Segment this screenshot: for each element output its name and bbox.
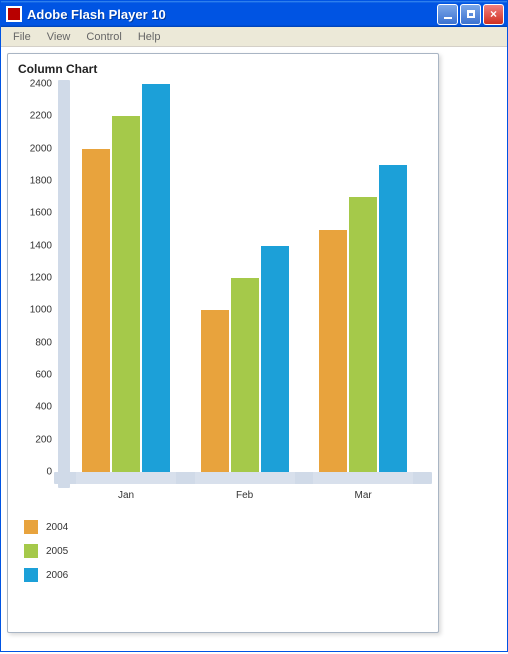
chart-panel: Column Chart 0 200 400 600 800 1000 1200 1400 16…: [7, 53, 439, 633]
y-tick-label: 600: [35, 370, 52, 381]
window-controls: ×: [437, 4, 504, 25]
chart-area: 0 200 400 600 800 1000 1200 1400 1600 1800 2000 220…: [18, 84, 428, 514]
menubar: File View Control Help: [1, 27, 507, 47]
legend-label: 2006: [46, 570, 68, 581]
legend-swatch: [24, 568, 38, 582]
y-tick-label: 200: [35, 434, 52, 445]
legend: 2004 2005 2006: [24, 520, 68, 592]
content-area: Column Chart 0 200 400 600 800 1000 1200 1400 16…: [1, 47, 507, 651]
y-tick-label: 1200: [30, 273, 52, 284]
y-axis: 0 200 400 600 800 1000 1200 1400 1600 1800 2000 220…: [18, 84, 56, 484]
y-tick-label: 400: [35, 402, 52, 413]
bar-2004-Mar: [319, 230, 347, 473]
legend-label: 2004: [46, 522, 68, 533]
y-tick-label: 2400: [30, 79, 52, 90]
legend-label: 2005: [46, 546, 68, 557]
titlebar: Adobe Flash Player 10 ×: [1, 1, 507, 27]
y-tick-label: 1800: [30, 176, 52, 187]
y-tick-label: 2000: [30, 143, 52, 154]
menu-view[interactable]: View: [39, 29, 79, 45]
menu-help[interactable]: Help: [130, 29, 169, 45]
bar-2006-Jan: [142, 84, 170, 472]
x-tick-label: Feb: [236, 490, 253, 501]
bar-2005-Jan: [112, 116, 140, 472]
category-base: [76, 472, 176, 484]
window-title: Adobe Flash Player 10: [27, 7, 437, 22]
y-tick-label: 2200: [30, 111, 52, 122]
bar-2006-Mar: [379, 165, 407, 472]
legend-item-2005: 2005: [24, 544, 68, 558]
y-tick-label: 1600: [30, 208, 52, 219]
panel-title: Column Chart: [8, 54, 438, 82]
bar-2004-Jan: [82, 149, 110, 472]
bar-2005-Feb: [231, 278, 259, 472]
x-tick-label: Mar: [355, 490, 372, 501]
minimize-button[interactable]: [437, 4, 458, 25]
close-button[interactable]: ×: [483, 4, 504, 25]
legend-item-2004: 2004: [24, 520, 68, 534]
menu-file[interactable]: File: [5, 29, 39, 45]
app-window: Adobe Flash Player 10 × File View Contro…: [0, 0, 508, 652]
bar-2004-Feb: [201, 310, 229, 472]
bar-2006-Feb: [261, 246, 289, 472]
y-tick-label: 0: [46, 467, 52, 478]
y-axis-bar: [58, 80, 70, 488]
y-tick-label: 1000: [30, 305, 52, 316]
maximize-button[interactable]: [460, 4, 481, 25]
flash-icon: [6, 6, 22, 22]
x-tick-label: Jan: [118, 490, 134, 501]
bar-2005-Mar: [349, 197, 377, 472]
y-tick-label: 800: [35, 337, 52, 348]
menu-control[interactable]: Control: [78, 29, 129, 45]
category-base: [313, 472, 413, 484]
legend-swatch: [24, 544, 38, 558]
category-base: [195, 472, 295, 484]
plot-area: JanFebMar: [58, 84, 428, 484]
legend-item-2006: 2006: [24, 568, 68, 582]
y-tick-label: 1400: [30, 240, 52, 251]
legend-swatch: [24, 520, 38, 534]
